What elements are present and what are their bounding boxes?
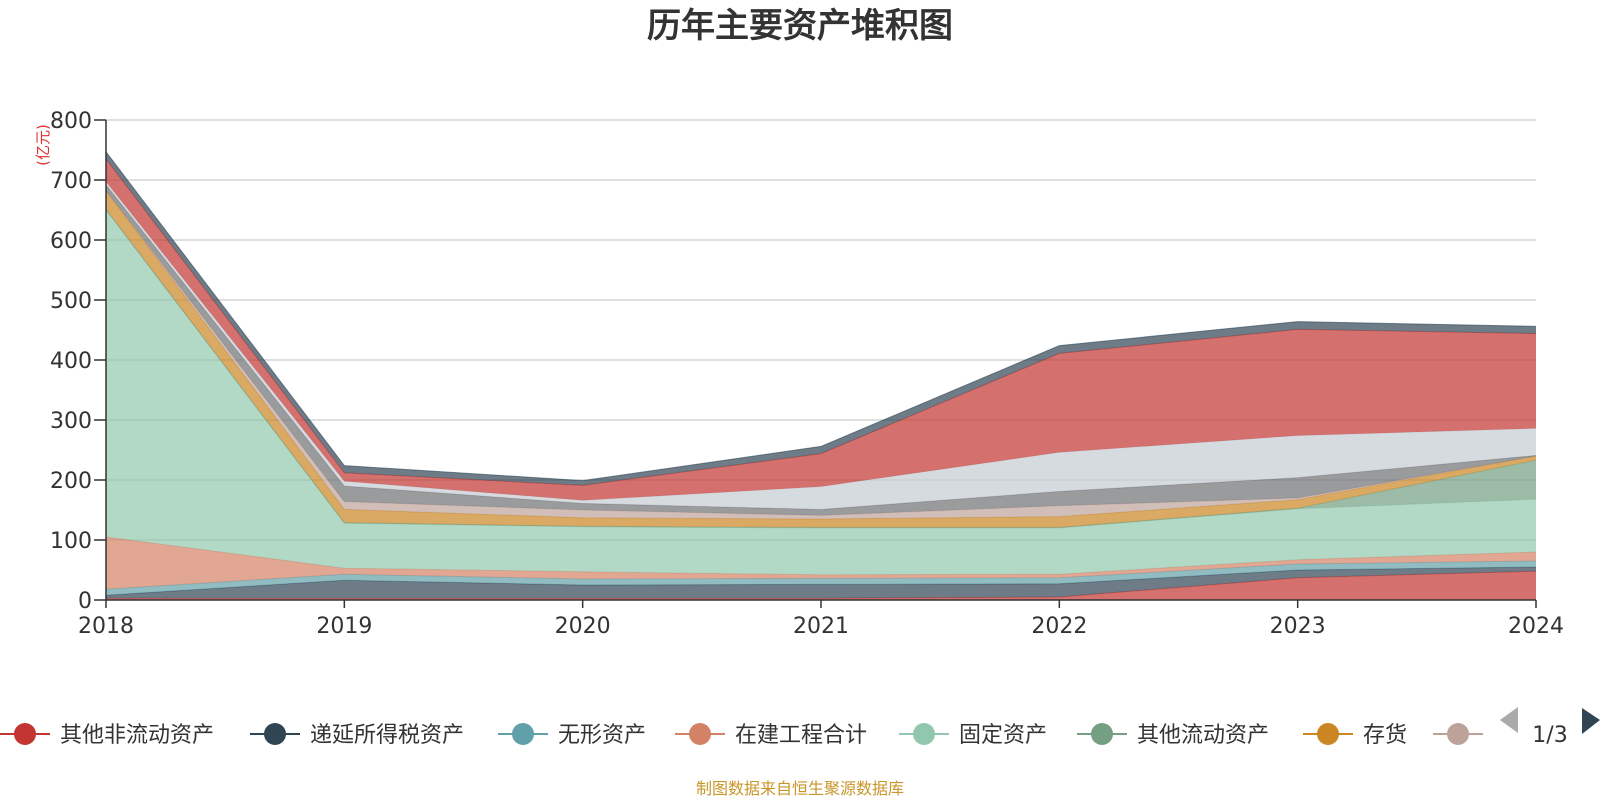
y-tick-label: 500 xyxy=(50,289,92,314)
legend-prev-icon[interactable] xyxy=(1500,707,1518,733)
legend-dot-icon xyxy=(264,723,286,745)
legend-label: 在建工程合计 xyxy=(735,723,867,748)
y-tick-label: 700 xyxy=(50,169,92,194)
y-tick-label: 600 xyxy=(50,229,92,254)
y-tick-label: 300 xyxy=(50,409,92,434)
y-tick-label: 0 xyxy=(78,589,92,614)
x-tick-label: 2024 xyxy=(1508,614,1564,639)
legend-next-icon[interactable] xyxy=(1582,708,1600,734)
legend-label: 递延所得税资产 xyxy=(310,723,464,748)
legend[interactable]: 其他非流动资产 递延所得税资产 无形资产 在建工程合计 固定资产 其他流动资产 存货 xyxy=(0,723,1483,748)
series-areas xyxy=(105,151,1537,600)
legend-item-6[interactable]: 存货 xyxy=(1303,723,1407,748)
legend-item-3[interactable]: 在建工程合计 xyxy=(675,723,867,748)
legend-item-0[interactable]: 其他非流动资产 xyxy=(0,723,214,748)
x-tick-label: 2022 xyxy=(1031,614,1087,639)
legend-label: 无形资产 xyxy=(558,723,646,748)
area-series-0 xyxy=(106,571,1536,600)
x-tick-label: 2021 xyxy=(793,614,849,639)
axes: 0 100 200 300 400 500 600 700 800 2018 2019 2020 202… xyxy=(50,109,1564,639)
legend-label: 固定资产 xyxy=(959,723,1047,748)
legend-item-1[interactable]: 递延所得税资产 xyxy=(250,723,464,748)
legend-pager[interactable]: 1/3 xyxy=(1500,707,1600,748)
y-tick-label: 100 xyxy=(50,529,92,554)
area-series-1 xyxy=(106,567,1536,599)
area-series-4 xyxy=(106,210,1536,575)
y-tick-label: 800 xyxy=(50,109,92,134)
y-axis-unit: (亿元) xyxy=(34,124,52,166)
legend-dot-icon xyxy=(1091,723,1113,745)
source-note: 制图数据来自恒生聚源数据库 xyxy=(696,779,904,798)
area-series-5 xyxy=(106,209,1536,528)
area-line-11 xyxy=(105,151,1537,482)
legend-page-indicator: 1/3 xyxy=(1532,723,1567,748)
area-series-2 xyxy=(106,561,1536,596)
legend-dot-icon xyxy=(913,723,935,745)
legend-dot-icon xyxy=(689,723,711,745)
x-tick-label: 2018 xyxy=(78,614,134,639)
legend-dot-icon xyxy=(512,723,534,745)
chart-title: 历年主要资产堆积图 xyxy=(647,6,953,46)
legend-item-4[interactable]: 固定资产 xyxy=(899,723,1047,748)
legend-item-2[interactable]: 无形资产 xyxy=(498,723,646,748)
area-series-10 xyxy=(106,159,1536,501)
legend-dot-icon xyxy=(1447,723,1469,745)
legend-item-5[interactable]: 其他流动资产 xyxy=(1077,723,1269,748)
legend-item-7[interactable] xyxy=(1433,723,1483,745)
legend-label: 其他流动资产 xyxy=(1137,723,1269,748)
x-tick-label: 2019 xyxy=(316,614,372,639)
legend-label: 其他非流动资产 xyxy=(60,723,214,748)
legend-dot-icon xyxy=(14,723,36,745)
y-tick-label: 200 xyxy=(50,469,92,494)
y-tick-label: 400 xyxy=(50,349,92,374)
x-tick-label: 2023 xyxy=(1270,614,1326,639)
area-series-3 xyxy=(106,537,1536,590)
legend-dot-icon xyxy=(1317,723,1339,745)
x-tick-label: 2020 xyxy=(555,614,611,639)
legend-label: 存货 xyxy=(1363,723,1407,748)
